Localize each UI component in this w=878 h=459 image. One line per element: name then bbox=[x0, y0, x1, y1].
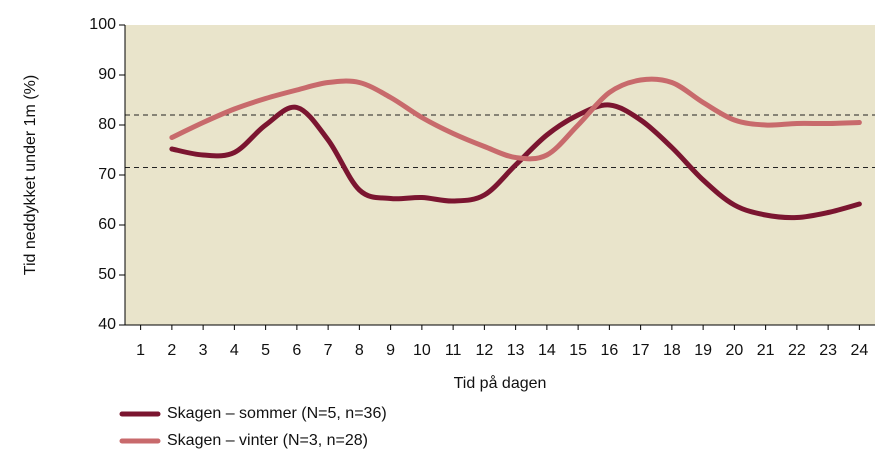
x-tick-label: 24 bbox=[850, 342, 868, 359]
x-tick-label: 14 bbox=[538, 342, 556, 359]
x-tick-label: 23 bbox=[819, 342, 837, 359]
plot-background bbox=[125, 25, 875, 325]
x-tick-label: 13 bbox=[507, 342, 525, 359]
x-tick-label: 8 bbox=[355, 342, 364, 359]
x-tick-label: 7 bbox=[324, 342, 333, 359]
x-tick-label: 5 bbox=[261, 342, 270, 359]
y-tick-label: 100 bbox=[89, 16, 116, 33]
x-tick-label: 17 bbox=[632, 342, 650, 359]
x-tick-label: 10 bbox=[413, 342, 431, 359]
y-tick-label: 70 bbox=[98, 166, 116, 183]
y-tick-label: 80 bbox=[98, 116, 116, 133]
y-tick-label: 50 bbox=[98, 266, 116, 283]
x-tick-label: 18 bbox=[663, 342, 681, 359]
x-tick-label: 20 bbox=[725, 342, 743, 359]
series-line bbox=[169, 76, 862, 162]
x-tick-label: 11 bbox=[445, 342, 462, 359]
x-tick-label: 21 bbox=[757, 342, 775, 359]
x-tick-label: 16 bbox=[600, 342, 618, 359]
y-tick-label: 40 bbox=[98, 316, 116, 333]
x-tick-label: 9 bbox=[386, 342, 395, 359]
x-tick-label: 22 bbox=[788, 342, 806, 359]
y-tick-label: 60 bbox=[98, 216, 116, 233]
x-tick-label: 12 bbox=[475, 342, 493, 359]
x-tick-label: 3 bbox=[199, 342, 208, 359]
y-tick-label: 90 bbox=[98, 66, 116, 83]
x-tick-label: 4 bbox=[230, 342, 239, 359]
y-axis-label: Tid neddykket under 1m (%) bbox=[22, 75, 39, 275]
x-tick-label: 6 bbox=[292, 342, 301, 359]
x-axis-label: Tid på dagen bbox=[454, 374, 547, 392]
x-tick-label: 15 bbox=[569, 342, 587, 359]
legend-label: Skagen – sommer (N=5, n=36) bbox=[167, 405, 387, 422]
legend-label: Skagen – vinter (N=3, n=28) bbox=[167, 432, 368, 449]
series-line bbox=[169, 102, 862, 221]
x-tick-label: 2 bbox=[167, 342, 176, 359]
x-tick-label: 19 bbox=[694, 342, 712, 359]
x-tick-label: 1 bbox=[136, 342, 145, 359]
